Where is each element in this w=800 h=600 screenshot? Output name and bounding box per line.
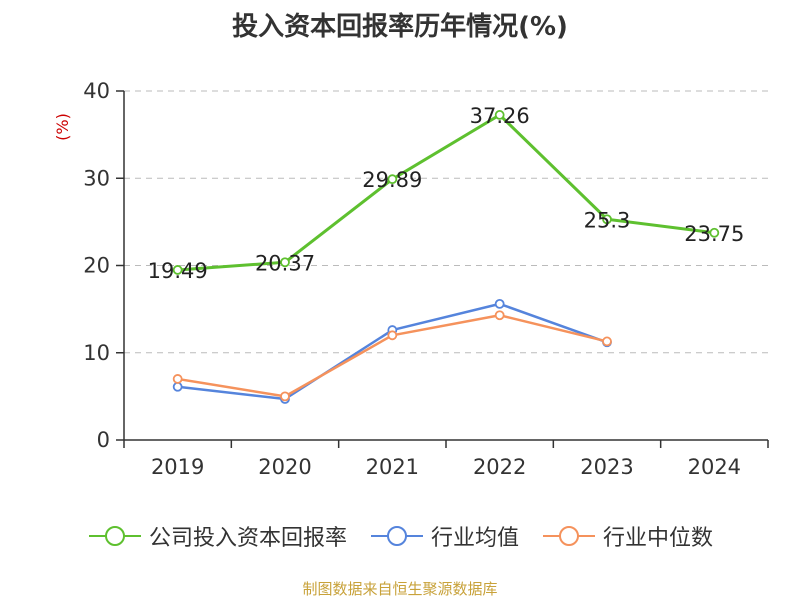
series-layer [172, 110, 720, 404]
data-label: 20.37 [255, 251, 315, 275]
grid-layer [124, 90, 768, 354]
data-point-2 [172, 374, 183, 384]
x-tick-label: 2024 [688, 455, 741, 479]
chart-title: 投入资本回报率历年情况(%) [232, 12, 568, 42]
data-point-1 [494, 298, 505, 309]
x-tick-label: 2023 [580, 455, 633, 479]
legend-label-industry-median: 行业中位数 [603, 526, 714, 551]
data-point-0 [602, 214, 612, 225]
y-tick-label: 0 [97, 428, 110, 452]
series-line-1 [177, 302, 608, 401]
x-tick-label: 2021 [366, 455, 419, 479]
data-point-2 [602, 336, 612, 347]
data-point-2 [494, 310, 505, 321]
legend-swatch-industry-mean [369, 524, 425, 548]
legend: 公司投入资本回报率 行业均值 行业中位数 [0, 518, 800, 554]
data-label: 25.3 [584, 208, 631, 232]
data-point-1 [172, 381, 183, 392]
y-tick-label: 40 [83, 79, 110, 103]
legend-label-industry-mean: 行业均值 [430, 526, 519, 551]
data-point-0 [387, 174, 398, 185]
data-label-layer: 19.49 20.37 29.89 37.26 25.3 23.75 [148, 104, 745, 283]
legend-swatch-company [87, 524, 143, 548]
legend-item-industry-median[interactable]: 行业中位数 [541, 520, 713, 552]
legend-item-company[interactable]: 公司投入资本回报率 [87, 520, 347, 552]
data-point-0 [280, 257, 290, 268]
axis-layer: 0 10 20 30 40 2019 2020 2021 2022 2023 2024 [83, 79, 769, 479]
y-tick-label: 30 [83, 166, 110, 190]
data-point-0 [172, 265, 183, 275]
x-tick-label: 2022 [473, 455, 526, 479]
data-label: 19.49 [148, 259, 208, 283]
data-point-2 [280, 391, 290, 402]
data-point-0 [494, 110, 505, 120]
y-tick-label: 10 [83, 341, 110, 365]
data-label: 29.89 [362, 168, 422, 192]
source-footer: 制图数据来自恒生聚源数据库 [302, 580, 498, 598]
legend-item-industry-mean[interactable]: 行业均值 [369, 520, 519, 552]
data-point-0 [709, 227, 720, 238]
y-tick-label: 20 [83, 254, 110, 278]
legend-swatch-industry-median [541, 524, 597, 548]
legend-label-company: 公司投入资本回报率 [148, 526, 347, 551]
data-label: 37.26 [470, 104, 530, 128]
data-point-2 [387, 330, 398, 341]
x-tick-label: 2019 [151, 455, 204, 479]
data-label: 23.75 [684, 222, 744, 246]
series-line-0 [177, 113, 715, 272]
x-tick-label: 2020 [258, 455, 311, 479]
y-axis-label: (%) [53, 113, 72, 141]
